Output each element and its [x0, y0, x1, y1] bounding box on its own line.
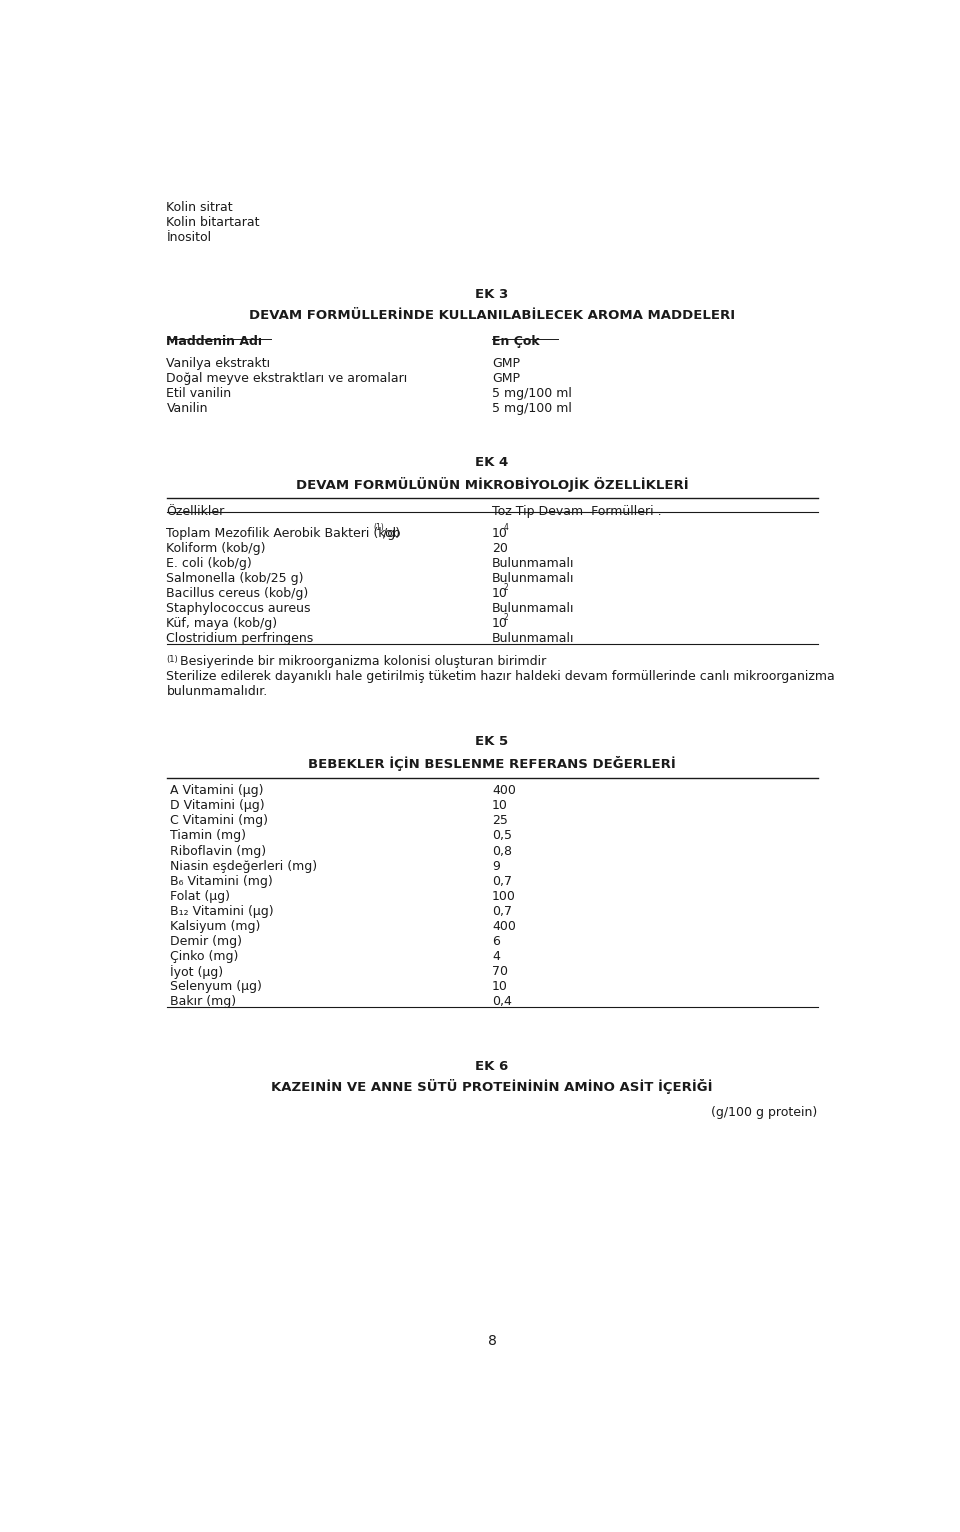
Text: Çinko (mg): Çinko (mg) — [170, 950, 239, 962]
Text: 5 mg/100 ml: 5 mg/100 ml — [492, 403, 572, 415]
Text: Bacillus cereus (kob/g): Bacillus cereus (kob/g) — [166, 587, 309, 601]
Text: 2: 2 — [503, 613, 508, 622]
Text: 20: 20 — [492, 542, 508, 555]
Text: 10: 10 — [492, 527, 508, 541]
Text: Doğal meyve ekstraktları ve aromaları: Doğal meyve ekstraktları ve aromaları — [166, 372, 408, 385]
Text: Vanilya ekstraktı: Vanilya ekstraktı — [166, 357, 271, 371]
Text: 100: 100 — [492, 890, 516, 902]
Text: (1): (1) — [372, 522, 384, 532]
Text: 10: 10 — [492, 617, 508, 630]
Text: KAZEINİN VE ANNE SÜTÜ PROTEİNİNİN AMİNO ASİT İÇERİĞİ: KAZEINİN VE ANNE SÜTÜ PROTEİNİNİN AMİNO … — [272, 1079, 712, 1094]
Text: 4: 4 — [503, 522, 508, 532]
Text: GMP: GMP — [492, 357, 520, 371]
Text: Sterilize edilerek dayanıklı hale getirilmiş tüketim hazır haldeki devam formüll: Sterilize edilerek dayanıklı hale getiri… — [166, 669, 835, 683]
Text: 0,7: 0,7 — [492, 875, 512, 887]
Text: Demir (mg): Demir (mg) — [170, 935, 242, 948]
Text: A Vitamini (μg): A Vitamini (μg) — [170, 784, 264, 798]
Text: Bakır (mg): Bakır (mg) — [170, 994, 236, 1008]
Text: Selenyum (μg): Selenyum (μg) — [170, 979, 262, 993]
Text: EK 6: EK 6 — [475, 1060, 509, 1072]
Text: EK 5: EK 5 — [475, 735, 509, 748]
Text: Koliform (kob/g): Koliform (kob/g) — [166, 542, 266, 555]
Text: Özellikler: Özellikler — [166, 504, 225, 518]
Text: Tiamin (mg): Tiamin (mg) — [170, 829, 247, 843]
Text: 25: 25 — [492, 815, 508, 827]
Text: 10: 10 — [492, 587, 508, 601]
Text: İyot (μg): İyot (μg) — [170, 965, 224, 979]
Text: EK 4: EK 4 — [475, 457, 509, 469]
Text: Staphylococcus aureus: Staphylococcus aureus — [166, 602, 311, 616]
Text: İnositol: İnositol — [166, 231, 211, 244]
Text: DEVAM FORMÜLLERİNDE KULLANILABİLECEK AROMA MADDELERI: DEVAM FORMÜLLERİNDE KULLANILABİLECEK ARO… — [249, 309, 735, 322]
Text: Maddenin Adı: Maddenin Adı — [166, 334, 262, 348]
Text: B₆ Vitamini (mg): B₆ Vitamini (mg) — [170, 875, 274, 887]
Text: 70: 70 — [492, 965, 508, 977]
Text: 9: 9 — [492, 859, 500, 873]
Text: C Vitamini (mg): C Vitamini (mg) — [170, 815, 269, 827]
Text: BEBEKLER İÇİN BESLENME REFERANS DEĞERLERİ: BEBEKLER İÇİN BESLENME REFERANS DEĞERLER… — [308, 755, 676, 771]
Text: Bulunmamalı: Bulunmamalı — [492, 633, 574, 645]
Text: Clostridium perfringens: Clostridium perfringens — [166, 633, 314, 645]
Text: Besiyerinde bir mikroorganizma kolonisi oluşturan birimdir: Besiyerinde bir mikroorganizma kolonisi … — [180, 654, 546, 668]
Text: Salmonella (kob/25 g): Salmonella (kob/25 g) — [166, 571, 304, 585]
Text: 0,5: 0,5 — [492, 829, 512, 843]
Text: bulunmamalıdır.: bulunmamalıdır. — [166, 685, 268, 697]
Text: Riboflavin (mg): Riboflavin (mg) — [170, 844, 267, 858]
Text: (g/100 g protein): (g/100 g protein) — [711, 1106, 818, 1120]
Text: DEVAM FORMÜLÜNÜN MİKROBİYOLOJİK ÖZELLİKLERİ: DEVAM FORMÜLÜNÜN MİKROBİYOLOJİK ÖZELLİKL… — [296, 476, 688, 492]
Text: E. coli (kob/g): E. coli (kob/g) — [166, 558, 252, 570]
Text: En Çok: En Çok — [492, 334, 540, 348]
Text: Kalsiyum (mg): Kalsiyum (mg) — [170, 919, 261, 933]
Text: 0,4: 0,4 — [492, 994, 512, 1008]
Text: 10: 10 — [492, 800, 508, 812]
Text: D Vitamini (μg): D Vitamini (μg) — [170, 800, 265, 812]
Text: 400: 400 — [492, 919, 516, 933]
Text: 4: 4 — [492, 950, 500, 962]
Text: (1): (1) — [166, 654, 179, 663]
Text: Bulunmamalı: Bulunmamalı — [492, 558, 574, 570]
Text: .: . — [813, 997, 818, 1011]
Text: Küf, maya (kob/g): Küf, maya (kob/g) — [166, 617, 277, 630]
Text: EK 3: EK 3 — [475, 288, 509, 302]
Text: 0,8: 0,8 — [492, 844, 512, 858]
Text: 0,7: 0,7 — [492, 904, 512, 918]
Text: Kolin sitrat: Kolin sitrat — [166, 201, 233, 214]
Text: 8: 8 — [488, 1334, 496, 1348]
Text: Vanilin: Vanilin — [166, 403, 208, 415]
Text: .: . — [813, 636, 818, 648]
Text: B₁₂ Vitamini (μg): B₁₂ Vitamini (μg) — [170, 904, 274, 918]
Text: GMP: GMP — [492, 372, 520, 385]
Text: Etil vanilin: Etil vanilin — [166, 388, 231, 400]
Text: /g): /g) — [383, 527, 400, 541]
Text: 10: 10 — [492, 979, 508, 993]
Text: Toplam Mezofilik Aerobik Bakteri (kob: Toplam Mezofilik Aerobik Bakteri (kob — [166, 527, 401, 541]
Text: Niasin eşdeğerleri (mg): Niasin eşdeğerleri (mg) — [170, 859, 318, 873]
Text: Kolin bitartarat: Kolin bitartarat — [166, 216, 260, 228]
Text: 6: 6 — [492, 935, 500, 948]
Text: 400: 400 — [492, 784, 516, 798]
Text: Toz Tip Devam  Formülleri .: Toz Tip Devam Formülleri . — [492, 504, 661, 518]
Text: Bulunmamalı: Bulunmamalı — [492, 571, 574, 585]
Text: Folat (μg): Folat (μg) — [170, 890, 230, 902]
Text: Bulunmamalı: Bulunmamalı — [492, 602, 574, 616]
Text: 5 mg/100 ml: 5 mg/100 ml — [492, 388, 572, 400]
Text: 2: 2 — [503, 584, 508, 591]
